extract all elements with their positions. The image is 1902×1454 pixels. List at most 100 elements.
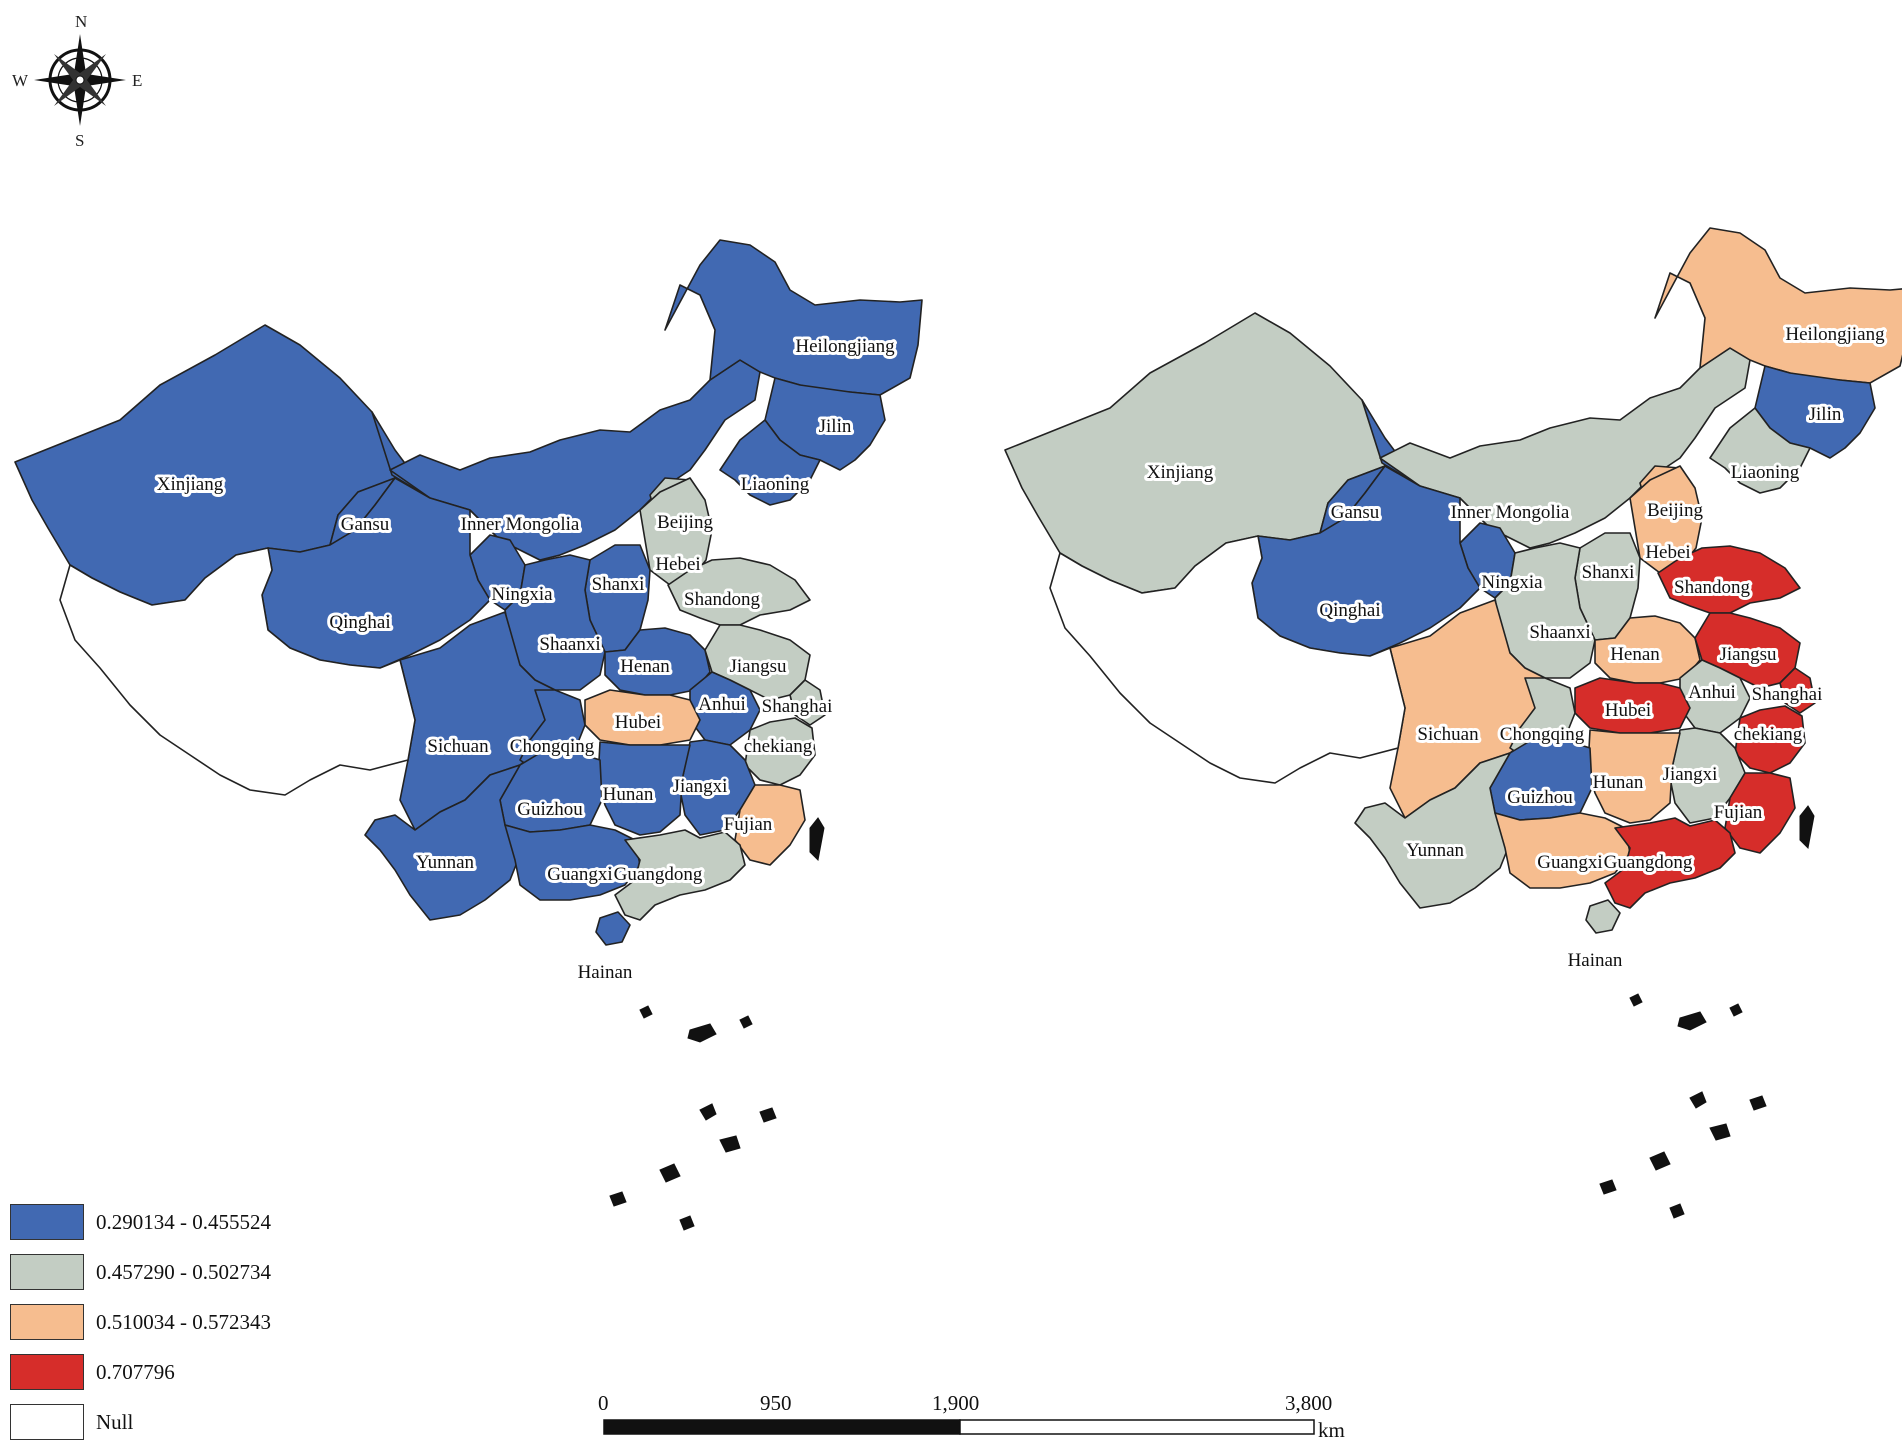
province-label: Hainan xyxy=(1568,950,1623,971)
province-label: Chongqing xyxy=(1500,724,1585,745)
province-label: Qinghai xyxy=(1319,600,1380,621)
compass-south: S xyxy=(75,131,84,150)
province-guangxi xyxy=(504,824,641,901)
province-label: Fujian xyxy=(724,814,773,835)
province-label: Guangxi xyxy=(547,864,612,885)
province-label: Shaanxi xyxy=(1529,622,1590,643)
province-hainan xyxy=(595,911,631,946)
province-label: Ningxia xyxy=(491,584,553,605)
province-label: Yunnan xyxy=(416,852,475,873)
province-label: Gansu xyxy=(1331,502,1380,523)
island-shape xyxy=(1799,805,1815,850)
island-shape xyxy=(1709,1123,1731,1141)
province-anhui xyxy=(689,671,761,746)
province-label: Qinghai xyxy=(329,612,390,633)
province-label: Anhui xyxy=(1688,682,1736,703)
province-hebei xyxy=(1629,465,1703,574)
island-shape xyxy=(1599,1179,1617,1195)
scale-bar-black-segment xyxy=(603,1419,961,1435)
province-label: Shanghai xyxy=(762,696,833,717)
island-shape xyxy=(809,817,825,862)
legend-swatch xyxy=(10,1304,84,1340)
province-heilongjiang xyxy=(1654,227,1902,384)
compass-center xyxy=(75,75,85,85)
province-label: Jiangxi xyxy=(1663,764,1718,785)
province-label: Sichuan xyxy=(427,736,489,757)
province-null-region xyxy=(1049,535,1406,784)
province-label: Shanxi xyxy=(592,574,645,595)
province-label: Jiangsu xyxy=(1720,644,1778,665)
legend: 0.290134 - 0.455524 0.457290 - 0.502734 … xyxy=(10,1204,330,1454)
legend-label: Null xyxy=(96,1410,134,1434)
province-label: Guizhou xyxy=(1507,787,1573,808)
legend-item: 0.457290 - 0.502734 xyxy=(10,1254,330,1304)
province-label: chekiang xyxy=(1734,724,1803,745)
province-label: Liaoning xyxy=(1731,462,1800,483)
island-shape xyxy=(1749,1095,1767,1111)
province-label: Shandong xyxy=(684,589,761,610)
map-left: Xinjiang Gansu Inner Mongolia Heilongjiang J… xyxy=(14,239,923,1231)
island-shape xyxy=(719,1135,741,1153)
province-hebei xyxy=(639,477,713,586)
legend-swatch xyxy=(10,1354,84,1390)
province-label: Inner Mongolia xyxy=(461,514,580,535)
province-label: Shanxi xyxy=(1582,562,1635,583)
province-label: Guangdong xyxy=(614,864,703,885)
compass-rose: N S E W xyxy=(12,12,142,150)
province-label: Sichuan xyxy=(1417,724,1479,745)
legend-item: 0.707796 xyxy=(10,1354,330,1404)
island-shape xyxy=(699,1103,717,1121)
province-label: Hainan xyxy=(578,962,633,983)
province-label: Inner Mongolia xyxy=(1451,502,1570,523)
province-label: Ningxia xyxy=(1481,572,1543,593)
province-shandong xyxy=(667,557,811,626)
province-hainan xyxy=(1585,899,1621,934)
province-chekiang xyxy=(1734,705,1806,774)
province-label: Guizhou xyxy=(517,799,583,820)
compass-east: E xyxy=(132,71,142,90)
legend-label: 0.707796 xyxy=(96,1360,175,1384)
province-yunnan xyxy=(1354,752,1511,909)
province-shanghai xyxy=(1779,667,1816,714)
province-guangdong xyxy=(614,829,746,921)
province-label: Liaoning xyxy=(741,474,810,495)
province-label: Yunnan xyxy=(1406,840,1465,861)
island-shape xyxy=(1649,1151,1671,1171)
island-shape xyxy=(609,1191,627,1207)
island-shape xyxy=(759,1107,777,1123)
legend-item: 0.510034 - 0.572343 xyxy=(10,1304,330,1354)
scale-tick-0: 0 xyxy=(598,1391,609,1415)
compass-north: N xyxy=(75,12,87,31)
province-label: Chongqing xyxy=(510,736,595,757)
province-label: Jilin xyxy=(819,416,852,437)
island-shape xyxy=(1669,1203,1685,1219)
province-liaoning xyxy=(1709,407,1811,494)
province-label: Jiangxi xyxy=(673,776,728,797)
province-shandong xyxy=(1657,545,1801,614)
province-inner-mongolia xyxy=(389,359,761,561)
province-fujian xyxy=(1724,772,1796,854)
province-heilongjiang xyxy=(664,239,923,396)
province-hunan xyxy=(597,741,691,836)
province-yunnan xyxy=(364,764,521,921)
province-inner-mongolia xyxy=(1379,347,1751,549)
province-label: Hunan xyxy=(603,784,654,805)
legend-label: 0.457290 - 0.502734 xyxy=(96,1260,271,1284)
island-shape xyxy=(1729,1003,1743,1017)
island-shape xyxy=(687,1023,717,1043)
province-label: Hebei xyxy=(1645,542,1690,563)
province-label: Heilongjiang xyxy=(1785,324,1885,345)
legend-swatch xyxy=(10,1204,84,1240)
province-label: Henan xyxy=(620,656,670,677)
province-liaoning xyxy=(719,419,821,506)
legend-label: 0.290134 - 0.455524 xyxy=(96,1210,271,1234)
province-label: chekiang xyxy=(744,736,813,757)
island-shape xyxy=(1629,993,1643,1007)
province-label: Hunan xyxy=(1593,772,1644,793)
province-label: Jiangsu xyxy=(730,656,788,677)
legend-label: 0.510034 - 0.572343 xyxy=(96,1310,271,1334)
island-shape xyxy=(679,1215,695,1231)
province-henan xyxy=(604,627,711,696)
